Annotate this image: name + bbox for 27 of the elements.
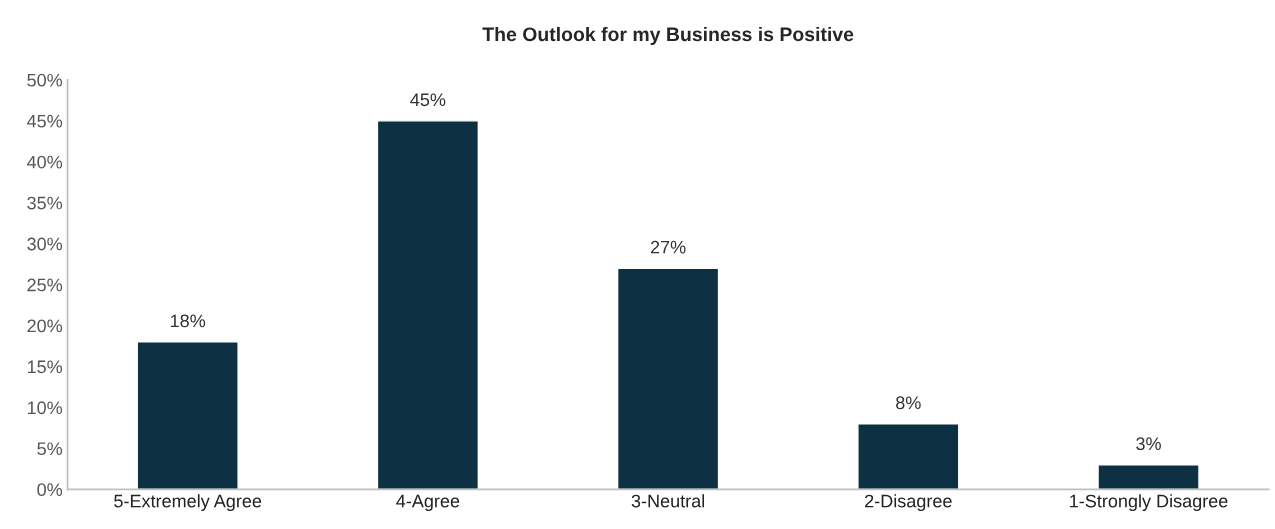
bar bbox=[136, 341, 239, 490]
y-tick-label: 50% bbox=[27, 73, 63, 87]
data-label: 27% bbox=[650, 240, 686, 254]
y-tick-label: 35% bbox=[27, 196, 63, 210]
data-label: 3% bbox=[1136, 437, 1161, 451]
x-tick-label: 2-Disagree bbox=[865, 494, 952, 512]
bar bbox=[616, 267, 720, 490]
data-label: 45% bbox=[410, 93, 446, 107]
y-tick-label: 30% bbox=[27, 237, 63, 251]
data-label: 18% bbox=[170, 314, 206, 328]
x-tick-label: 4-Agree bbox=[396, 494, 460, 512]
y-tick-label: 45% bbox=[26, 114, 63, 128]
y-tick-label: 10% bbox=[27, 401, 63, 415]
y-tick-label: 5% bbox=[37, 442, 63, 456]
y-tick-label: 15% bbox=[27, 360, 63, 374]
x-tick-label: 3-Neutral bbox=[631, 494, 705, 508]
bar bbox=[376, 120, 480, 490]
chart-title: The Outlook for my Business is Positive bbox=[482, 26, 854, 46]
y-tick-label: 0% bbox=[37, 483, 63, 497]
y-tick-label: 40% bbox=[26, 155, 63, 169]
y-tick-label: 20% bbox=[27, 319, 63, 333]
bar bbox=[1097, 464, 1200, 490]
x-tick-label: 1-Strongly Disagree bbox=[1070, 494, 1228, 512]
bar bbox=[857, 423, 960, 490]
x-tick-label: 5-Extremely Agree bbox=[114, 494, 262, 512]
y-tick-label: 25% bbox=[27, 278, 63, 292]
data-label: 8% bbox=[896, 396, 921, 410]
